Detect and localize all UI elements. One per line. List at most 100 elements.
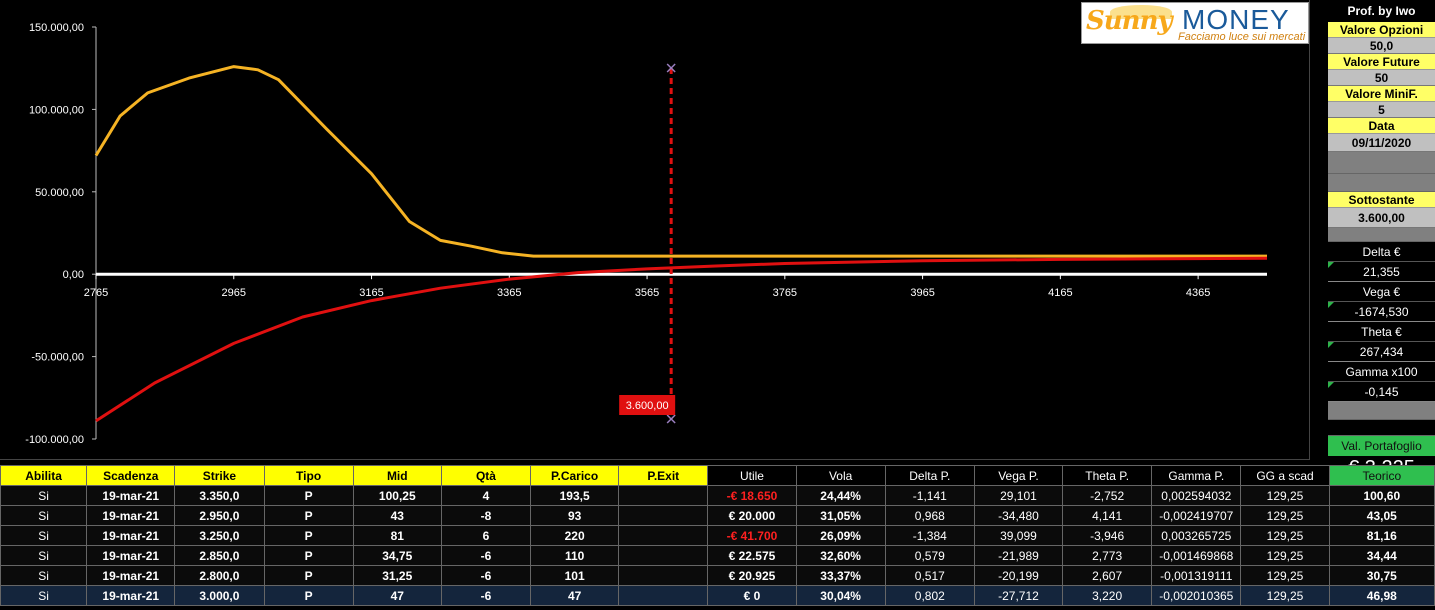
table-cell[interactable]: 4 bbox=[440, 485, 532, 506]
table-cell[interactable]: 6 bbox=[440, 525, 532, 546]
table-cell[interactable]: Si bbox=[0, 485, 88, 506]
table-cell[interactable]: -8 bbox=[440, 505, 532, 526]
table-cell[interactable]: € 20.000 bbox=[707, 505, 797, 526]
column-header[interactable]: Theta P. bbox=[1062, 465, 1153, 486]
table-row-selected[interactable]: Si 19-mar-21 3.000,0 P 47 -6 47 € 0 30,0… bbox=[0, 585, 1435, 606]
table-cell[interactable]: Si bbox=[0, 505, 88, 526]
table-cell[interactable]: 100,60 bbox=[1328, 485, 1435, 506]
table-cell[interactable]: 19-mar-21 bbox=[86, 565, 176, 586]
table-cell[interactable]: 2.850,0 bbox=[174, 545, 265, 566]
table-cell[interactable]: P bbox=[263, 485, 354, 506]
table-cell[interactable]: -6 bbox=[440, 565, 532, 586]
table-cell[interactable]: 31,25 bbox=[352, 565, 442, 586]
column-header[interactable]: Qtà bbox=[440, 465, 532, 486]
table-cell[interactable]: -21,989 bbox=[973, 545, 1064, 566]
table-cell[interactable]: 129,25 bbox=[1240, 585, 1330, 606]
table-cell[interactable]: P bbox=[263, 545, 354, 566]
table-cell[interactable]: 2,773 bbox=[1062, 545, 1153, 566]
table-cell[interactable]: 26,09% bbox=[795, 525, 886, 546]
table-cell[interactable]: -6 bbox=[440, 545, 532, 566]
table-cell[interactable]: 129,25 bbox=[1240, 545, 1330, 566]
valore-minif-cell[interactable]: 5 bbox=[1328, 102, 1435, 118]
table-cell[interactable]: 81 bbox=[352, 525, 442, 546]
table-cell[interactable] bbox=[618, 525, 709, 546]
table-row[interactable]: Si 19-mar-21 2.800,0 P 31,25 -6 101 € 20… bbox=[0, 565, 1435, 586]
table-cell[interactable]: Si bbox=[0, 525, 88, 546]
table-cell[interactable]: 19-mar-21 bbox=[86, 505, 176, 526]
data-cell[interactable]: 09/11/2020 bbox=[1328, 134, 1435, 152]
table-cell[interactable]: 0,003265725 bbox=[1151, 525, 1242, 546]
column-header[interactable]: Mid bbox=[352, 465, 442, 486]
table-cell[interactable]: 93 bbox=[530, 505, 620, 526]
table-cell[interactable]: 129,25 bbox=[1240, 505, 1330, 526]
table-cell[interactable]: 47 bbox=[530, 585, 620, 606]
empty-cell[interactable] bbox=[1328, 174, 1435, 192]
table-cell[interactable]: 3.350,0 bbox=[174, 485, 265, 506]
valore-future-cell[interactable]: 50 bbox=[1328, 70, 1435, 86]
table-cell[interactable]: -1,141 bbox=[884, 485, 975, 506]
table-cell[interactable]: 0,802 bbox=[884, 585, 975, 606]
empty-cell[interactable] bbox=[1328, 152, 1435, 174]
column-header[interactable]: Abilita bbox=[0, 465, 88, 486]
table-cell[interactable]: 19-mar-21 bbox=[86, 525, 176, 546]
column-header[interactable]: P.Exit bbox=[618, 465, 709, 486]
table-cell[interactable]: -0,001469868 bbox=[1151, 545, 1242, 566]
empty-cell[interactable] bbox=[1328, 402, 1435, 420]
table-cell[interactable]: 129,25 bbox=[1240, 565, 1330, 586]
table-cell[interactable]: -20,199 bbox=[973, 565, 1064, 586]
table-cell[interactable]: 39,099 bbox=[973, 525, 1064, 546]
empty-cell[interactable] bbox=[1328, 420, 1435, 436]
column-header[interactable]: Strike bbox=[174, 465, 265, 486]
table-cell[interactable]: 193,5 bbox=[530, 485, 620, 506]
table-cell[interactable]: 4,141 bbox=[1062, 505, 1153, 526]
table-cell[interactable]: P bbox=[263, 525, 354, 546]
table-cell[interactable]: € 22.575 bbox=[707, 545, 797, 566]
table-cell[interactable]: 100,25 bbox=[352, 485, 442, 506]
table-cell[interactable]: Si bbox=[0, 585, 88, 606]
table-cell[interactable]: 110 bbox=[530, 545, 620, 566]
column-header[interactable]: Gamma P. bbox=[1151, 465, 1242, 486]
table-cell[interactable]: 29,101 bbox=[973, 485, 1064, 506]
table-cell[interactable]: 101 bbox=[530, 565, 620, 586]
table-cell[interactable]: 19-mar-21 bbox=[86, 585, 176, 606]
table-cell[interactable]: 19-mar-21 bbox=[86, 545, 176, 566]
table-cell[interactable] bbox=[618, 565, 709, 586]
table-cell[interactable]: 3,220 bbox=[1062, 585, 1153, 606]
table-cell[interactable]: 30,04% bbox=[795, 585, 886, 606]
table-cell[interactable]: Si bbox=[0, 565, 88, 586]
table-cell[interactable]: 129,25 bbox=[1240, 485, 1330, 506]
table-cell[interactable]: -6 bbox=[440, 585, 532, 606]
table-cell[interactable]: 0,579 bbox=[884, 545, 975, 566]
table-cell[interactable]: 47 bbox=[352, 585, 442, 606]
table-cell[interactable]: -€ 18.650 bbox=[707, 485, 797, 506]
table-cell[interactable]: 33,37% bbox=[795, 565, 886, 586]
table-cell[interactable] bbox=[618, 485, 709, 506]
table-cell[interactable] bbox=[618, 585, 709, 606]
table-cell[interactable]: € 0 bbox=[707, 585, 797, 606]
table-cell[interactable]: -0,002419707 bbox=[1151, 505, 1242, 526]
table-row[interactable]: Si 19-mar-21 2.850,0 P 34,75 -6 110 € 22… bbox=[0, 545, 1435, 566]
table-cell[interactable]: 24,44% bbox=[795, 485, 886, 506]
table-cell[interactable] bbox=[618, 545, 709, 566]
table-cell[interactable]: 31,05% bbox=[795, 505, 886, 526]
column-header[interactable]: P.Carico bbox=[530, 465, 620, 486]
table-cell[interactable]: 43,05 bbox=[1328, 505, 1435, 526]
table-cell[interactable]: 2.800,0 bbox=[174, 565, 265, 586]
column-header[interactable]: Vola bbox=[795, 465, 886, 486]
table-cell[interactable]: -34,480 bbox=[973, 505, 1064, 526]
table-cell[interactable]: -€ 41.700 bbox=[707, 525, 797, 546]
column-header[interactable]: Tipo bbox=[263, 465, 354, 486]
table-cell[interactable]: 0,002594032 bbox=[1151, 485, 1242, 506]
table-cell[interactable]: 34,44 bbox=[1328, 545, 1435, 566]
table-cell[interactable]: 3.000,0 bbox=[174, 585, 265, 606]
table-row[interactable]: Si 19-mar-21 2.950,0 P 43 -8 93 € 20.000… bbox=[0, 505, 1435, 526]
table-cell[interactable]: 0,517 bbox=[884, 565, 975, 586]
table-cell[interactable]: P bbox=[263, 505, 354, 526]
table-row[interactable]: Si 19-mar-21 3.250,0 P 81 6 220 -€ 41.70… bbox=[0, 525, 1435, 546]
table-cell[interactable]: 19-mar-21 bbox=[86, 485, 176, 506]
table-cell[interactable]: 30,75 bbox=[1328, 565, 1435, 586]
table-cell[interactable]: 0,968 bbox=[884, 505, 975, 526]
table-cell[interactable]: -1,384 bbox=[884, 525, 975, 546]
table-cell[interactable]: 34,75 bbox=[352, 545, 442, 566]
table-cell[interactable]: -0,001319111 bbox=[1151, 565, 1242, 586]
